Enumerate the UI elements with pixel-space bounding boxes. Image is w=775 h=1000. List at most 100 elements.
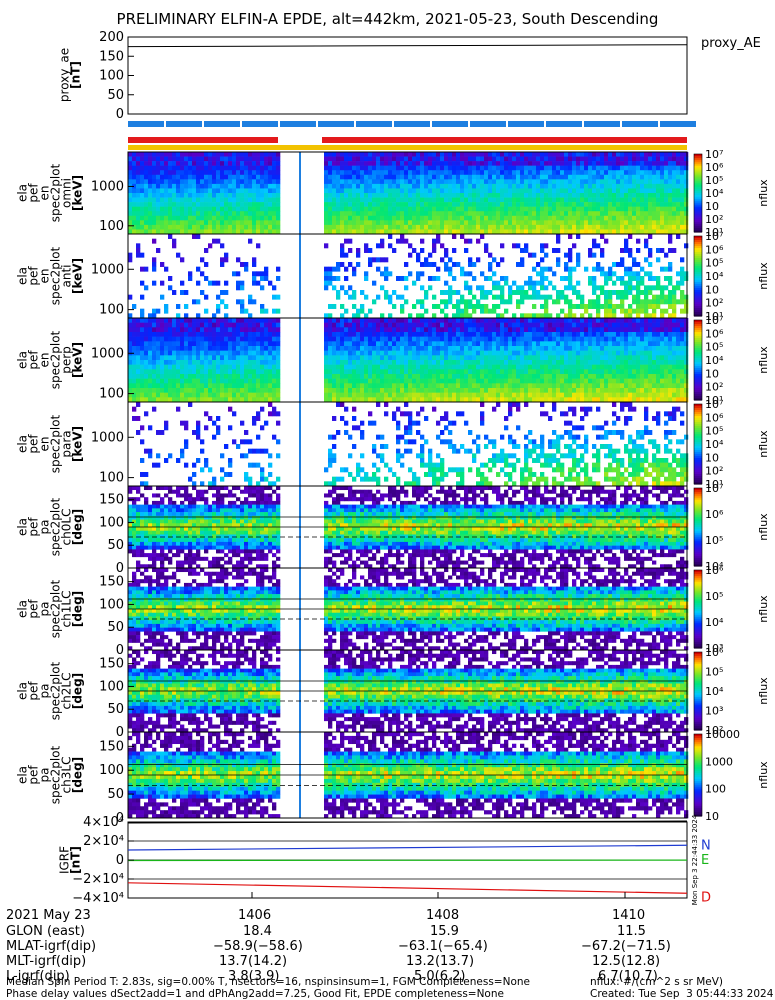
ephem-glon-3: 11.5 [617, 924, 646, 939]
proxy-ae-ticklabel: 100 [99, 69, 124, 84]
panel-pa-ch1-colorbar-ticklabel: 10⁶ [705, 564, 724, 577]
igrf-series-N [128, 845, 687, 850]
proxy-ae-label: proxy_AE [701, 36, 761, 51]
panel-pa-ch2-ticklabel: 50 [107, 702, 124, 717]
panel-en-spec-anti-ylabel: elapefenspec2plotanti[keV] [16, 246, 85, 305]
panel-en-spec-omni-colorbar-ticklabel: 10⁶ [705, 161, 724, 174]
panel-en-spec-para-colorbar-ticklabel: 10⁳ [705, 451, 719, 464]
panel-en-spec-anti-colorbar-ticklabel: 10⁵ [705, 257, 723, 270]
status-bar-blue-seg [660, 121, 696, 127]
panel-pa-ch3-colorbar-label: nflux [757, 761, 770, 789]
status-bar-blue-seg [394, 121, 430, 127]
panel-en-spec-para-colorbar-ticklabel: 10⁷ [705, 398, 723, 411]
panel-en-spec-omni-colorbar-label: nflux [757, 179, 770, 207]
panel-en-spec-omni-ticklabel: 100 [99, 219, 124, 234]
panel-pa-ch3-colorbar-ticklabel: 10 [705, 810, 719, 823]
panel-pa-ch1-ticklabel: 100 [99, 597, 124, 612]
ephem-mlt-label: MLT-igrf(dip) [6, 954, 86, 969]
panel-en-spec-para-colorbar-ticklabel: 10⁴ [705, 438, 724, 451]
panel-en-spec-anti-colorbar-ticklabel: 10⁴ [705, 270, 724, 283]
svg-text:nflux: nflux [757, 179, 770, 207]
panel-pa-ch3-ticklabel: 50 [107, 787, 124, 802]
status-bar-blue-seg [432, 121, 468, 127]
panel-en-spec-anti-colorbar-ticklabel: 10⁷ [705, 230, 723, 243]
panel-en-spec-perp-colorbar-ticklabel: 10² [705, 381, 723, 394]
panel-en-spec-omni-ylabel: elapefenspec2plotomni[keV] [16, 163, 85, 222]
panel-en-spec-perp-colorbar-ticklabel: 10⁳ [705, 367, 719, 380]
panel-en-spec-para-colorbar-ticklabel: 10² [705, 465, 723, 478]
panel-en-spec-perp-ticklabel: 100 [99, 387, 124, 402]
panel-en-spec-perp-colorbar-label: nflux [757, 346, 770, 374]
ephem-time-1410: 1410 [612, 908, 645, 923]
panel-en-spec-anti-ticklabel: 100 [99, 303, 124, 318]
panel-en-spec-perp-colorbar-ticklabel: 10⁴ [705, 354, 724, 367]
panel-pa-ch0-colorbar-label: nflux [757, 513, 770, 541]
proxy-ae-line [128, 45, 687, 47]
svg-text:[nT]: [nT] [69, 61, 83, 89]
proxy-ae-ticklabel: 150 [99, 49, 124, 64]
ephem-date: 2021 May 23 [6, 908, 91, 923]
panel-pa-ch3-ticklabel: 100 [99, 763, 124, 778]
ephem-mlat-2: −63.1(−65.4) [398, 939, 488, 954]
ephem-glon-1: 18.4 [243, 924, 272, 939]
panel-en-spec-anti-ticklabel: 1000 [91, 262, 124, 277]
panel-pa-ch3-colorbar-ticklabel: 1000 [705, 755, 733, 768]
panel-en-spec-anti-colorbar-ticklabel: 10⁳ [705, 283, 719, 296]
panel-pa-ch2-colorbar-ticklabel: 10⁶ [705, 646, 724, 659]
footer-created: Created: Tue Sep 3 05:44:33 2024 [590, 988, 773, 1000]
status-bar-blue-seg [470, 121, 506, 127]
ephem-time-1406: 1406 [238, 908, 271, 923]
panel-en-spec-perp-gap-stripe [299, 318, 301, 402]
igrf-series-D [128, 883, 687, 893]
proxy-ae-frame [128, 37, 687, 114]
panel-en-spec-anti-colorbar-label: nflux [757, 262, 770, 290]
panel-pa-ch3-colorbar-ticklabel: 100 [705, 783, 726, 796]
panel-en-spec-para-colorbar-label: nflux [757, 430, 770, 458]
panel-pa-ch2-colorbar-ticklabel: 10³ [705, 705, 723, 718]
panel-en-spec-para-ticklabel: 1000 [91, 430, 124, 445]
panel-en-spec-para-colorbar-ticklabel: 10⁶ [705, 411, 724, 424]
status-bar-blue-seg [356, 121, 392, 127]
panel-pa-ch0-colorbar-ticklabel: 10⁷ [705, 482, 723, 495]
footer-line2: Phase delay values dSect2add=1 and dPhAn… [6, 988, 504, 1000]
panel-en-spec-para-gap-stripe [299, 402, 301, 486]
panel-pa-ch3-colorbar-ticklabel: 10000 [705, 728, 740, 741]
status-bar-red-1 [128, 137, 278, 143]
panel-pa-ch1-colorbar-label: nflux [757, 595, 770, 623]
ephem-glon-2: 15.9 [430, 924, 459, 939]
panel-pa-ch3-ticklabel: 150 [99, 739, 124, 754]
ephem-mlt-1: 13.7(14.2) [219, 954, 287, 969]
svg-text:[keV]: [keV] [71, 258, 85, 294]
panel-pa-ch0-ticklabel: 100 [99, 515, 124, 530]
status-bar-blue-seg [204, 121, 240, 127]
ephem-mlat-1: −58.9(−58.6) [213, 939, 303, 954]
panel-en-spec-omni-colorbar-ticklabel: 10⁳ [705, 200, 719, 213]
proxy-ae-ticklabel: 50 [107, 88, 124, 103]
panel-pa-ch3-ylabel: elapefpaspec2plotch3LC[deg] [16, 745, 85, 804]
panel-en-spec-anti [128, 234, 688, 318]
panel-pa-ch2-ticklabel: 0 [116, 725, 124, 740]
panel-en-spec-anti-colorbar-ticklabel: 10² [705, 297, 723, 310]
panel-pa-ch2-ylabel: elapefpaspec2plotch2LC[deg] [16, 661, 85, 720]
panel-en-spec-para-colorbar-ticklabel: 10⁵ [705, 425, 723, 438]
ephem-time-1408: 1408 [426, 908, 459, 923]
panel-en-spec-omni-colorbar-ticklabel: 10² [705, 213, 723, 226]
status-bar-red-2 [322, 137, 687, 143]
status-bar-blue-seg [242, 121, 278, 127]
status-bar-blue-seg [166, 121, 202, 127]
panel-en-spec-anti-gap-stripe [299, 234, 301, 318]
igrf-ticklabel: 0 [116, 853, 124, 868]
panel-pa-ch0-ylabel: elapefpaspec2plotch0LC[deg] [16, 497, 85, 556]
ephem-mlat-label: MLAT-igrf(dip) [6, 939, 96, 954]
panel-en-spec-anti-colorbar-ticklabel: 10⁶ [705, 243, 724, 256]
panel-pa-ch1-colorbar-ticklabel: 10⁴ [705, 616, 724, 629]
panel-pa-ch1-ticklabel: 150 [99, 575, 124, 590]
proxy-ae-ylabel: proxy_ae[nT] [58, 48, 83, 102]
proxy-ae-ticklabel: 0 [116, 107, 124, 122]
ephem-mlat-3: −67.2(−71.5) [581, 939, 671, 954]
proxy-ae-ticklabel: 200 [99, 30, 124, 45]
panel-pa-ch1-ticklabel: 50 [107, 620, 124, 635]
igrf-ticklabel: 2×10⁴ [83, 834, 124, 849]
status-bar-blue-seg [508, 121, 544, 127]
